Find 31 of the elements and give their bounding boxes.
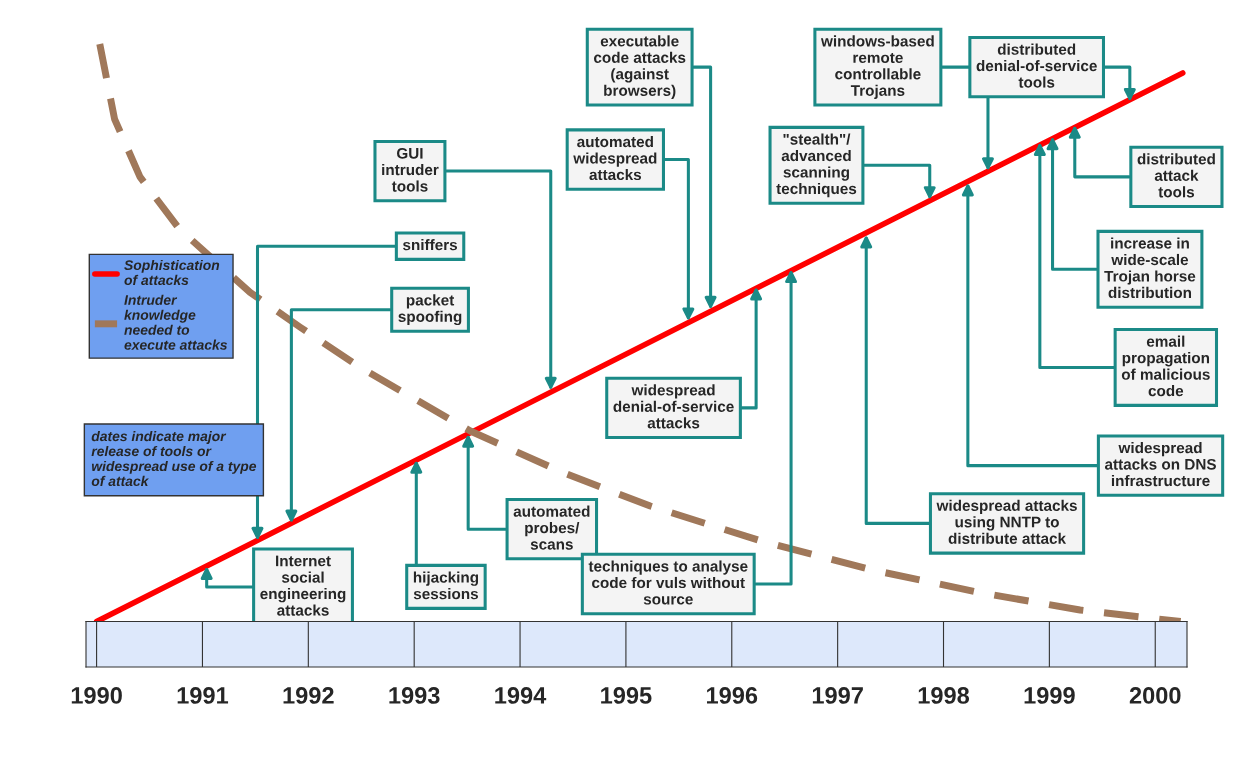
annotation: widespread attacks using NNTP to distribute attack (936, 499, 1077, 544)
x-tick-label: 2000 (1129, 687, 1181, 704)
x-tick-label: 1995 (601, 687, 652, 704)
annotation: distributed attack tools (1137, 153, 1215, 198)
x-tick-label: 1997 (812, 687, 863, 704)
x-tick-label: 1996 (707, 687, 758, 704)
annotation: Internet social engineering attacks (260, 555, 346, 616)
annotation: techniques to analyse code for vuls without source (588, 560, 748, 605)
annotation: dates indicate major release of tools or widespread use of a type of attack (91, 430, 257, 487)
legend-label: Intruder knowledge needed to execute attacks (124, 294, 228, 350)
annotation: widespread attacks on DNS infrastructure (1104, 442, 1216, 487)
annotation: hijacking sessions (413, 571, 479, 600)
annotation: windows-based remote controllable Trojans (820, 35, 934, 99)
annotation: distributed denial-of-service tools (976, 43, 1097, 88)
annotation: sniffers (403, 239, 458, 251)
x-tick-label: 1993 (389, 687, 440, 704)
x-tick-label: 1998 (918, 687, 970, 704)
x-tick-label: 1991 (177, 687, 229, 704)
legend-label: Sophistication of attacks (124, 259, 220, 286)
annotation: "stealth"/ advanced scanning techniques (776, 133, 857, 198)
annotation: email propagation of malicious code (1121, 335, 1210, 397)
annotation: packet spoofing (398, 294, 462, 326)
annotation: widespread denial-of-service attacks (613, 384, 734, 429)
x-tick-label: 1992 (283, 687, 334, 704)
x-tick-label: 1994 (495, 687, 547, 704)
x-tick-label: 1999 (1024, 687, 1075, 704)
x-tick-label: 1990 (71, 687, 122, 704)
annotation: increase in wide-scale Trojan horse distribution (1104, 237, 1196, 299)
annotation: GUI intruder tools (382, 147, 439, 192)
annotation: executable code attacks (against browsers) (594, 35, 686, 99)
annotation: automated widespread attacks (573, 135, 657, 181)
